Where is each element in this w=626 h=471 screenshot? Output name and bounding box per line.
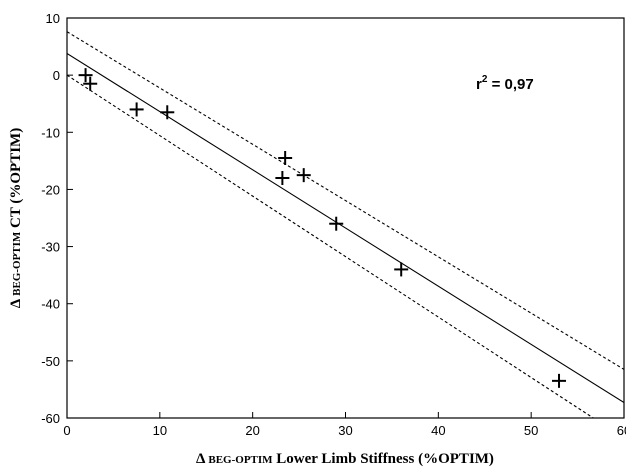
tick-layer: 0 10 20 30 40 50 60 10 0 -10 -20 -30 -40 -50 -60 (41, 11, 626, 438)
data-point (329, 216, 344, 231)
x-axis-subscript: BEG-OPTIM (208, 454, 273, 466)
data-point (278, 151, 293, 165)
y-axis-delta: Δ (8, 298, 24, 308)
data-point (78, 68, 93, 83)
x-tick-label: 20 (245, 423, 259, 438)
data-point (83, 76, 98, 91)
x-tick-label: 10 (153, 423, 167, 438)
y-tick-label: -10 (41, 125, 60, 140)
lower-confidence-line (67, 74, 595, 418)
data-point (275, 171, 290, 185)
data-point (296, 168, 311, 183)
data-point (129, 102, 144, 117)
x-tick-label: 0 (63, 423, 70, 438)
y-tick-label: 10 (46, 11, 60, 26)
x-axis-text: Lower Limb Stiffness (%OPTIM) (276, 451, 494, 467)
y-tick-label: -60 (41, 411, 60, 426)
data-points (78, 68, 567, 388)
y-tick-label: -50 (41, 354, 60, 369)
y-axis-subscript: BEG-OPTIM (11, 231, 23, 296)
y-tick-label: -40 (41, 297, 60, 312)
x-axis-title: Δ BEG-OPTIM Lower Limb Stiffness (%OPTIM… (196, 451, 494, 467)
x-axis-delta: Δ (196, 451, 206, 467)
plot-frame (66, 17, 625, 419)
y-tick-label: -20 (41, 182, 60, 197)
fit-lines (67, 31, 624, 418)
y-tick-label: -30 (41, 240, 60, 255)
x-tick-label: 40 (431, 423, 445, 438)
r-squared-value: = 0,97 (487, 76, 533, 93)
x-tick-label: 50 (524, 423, 538, 438)
r-squared-annotation: r2 = 0,97 (476, 74, 534, 93)
data-point (394, 262, 409, 277)
regression-line (67, 52, 624, 404)
r-squared-label: r (476, 76, 482, 93)
upper-confidence-line (67, 31, 624, 370)
y-tick-label: 0 (53, 68, 60, 83)
data-point (552, 373, 567, 388)
y-axis-text: CT (%OPTIM) (8, 128, 24, 228)
x-tick-label: 60 (617, 423, 626, 438)
data-point (160, 105, 175, 120)
r-squared-exponent: 2 (482, 74, 488, 85)
y-axis-title: Δ BEG-OPTIM CT (%OPTIM) (8, 128, 24, 308)
x-tick-label: 30 (338, 423, 352, 438)
